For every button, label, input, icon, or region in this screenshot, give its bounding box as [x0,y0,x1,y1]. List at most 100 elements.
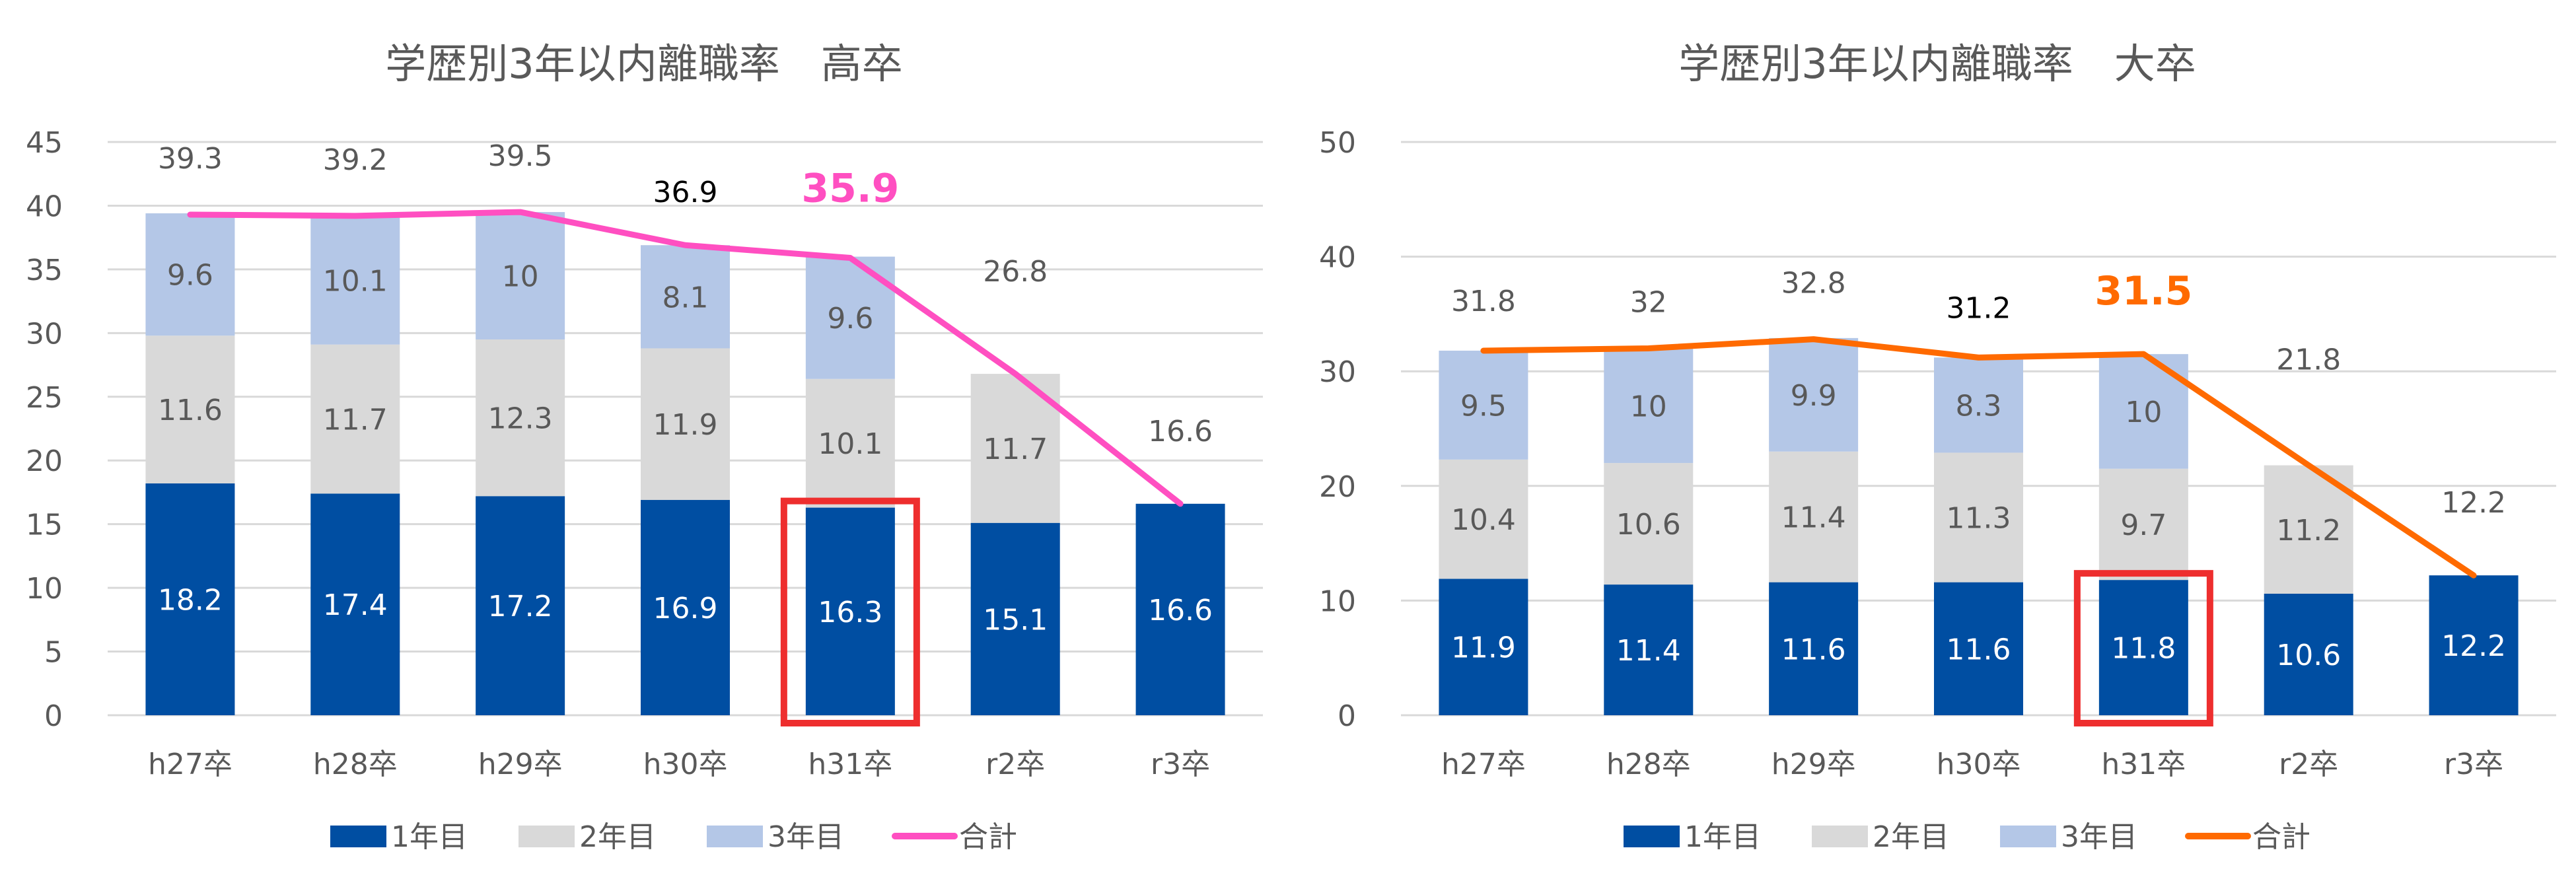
x-tick-label: h30卒 [643,748,728,781]
data-label: 17.2 [488,590,553,623]
bar-segment-1 [641,500,730,715]
data-label: 18.2 [158,583,223,617]
data-label: 11.6 [1781,633,1846,666]
data-label: 11.6 [1947,633,2011,666]
data-label: 8.1 [662,281,709,314]
y-tick-label: 35 [26,254,63,287]
legend-label: 合計 [959,820,1017,854]
data-label: 9.6 [167,259,213,293]
x-tick-label: h31卒 [808,748,892,781]
legend: 1年目 2年目 3年目 合計 [1624,820,2310,854]
bar-segment-2 [1604,463,1694,585]
data-label: 11.9 [653,408,718,442]
data-label: 11.9 [1451,631,1516,665]
y-tick-label: 15 [26,509,63,542]
x-tick-label: h30卒 [1937,748,2021,781]
data-label: 11.7 [983,433,1048,466]
bar-segment-3 [1934,357,2023,453]
bar-segment-2 [310,344,400,494]
legend-label: 2年目 [1873,820,1949,854]
legend-label: 合計 [2252,820,2310,854]
total-line [187,209,1184,507]
bar-segment-2 [145,335,235,483]
bar-segment-2 [1934,452,2023,582]
bar-segment-2 [1439,459,1528,579]
total-label: 31.8 [1451,285,1516,318]
legend-item: 3年目 [707,820,844,854]
legend-item: 3年目 [2000,820,2137,854]
x-tick-label: r2卒 [985,748,1045,781]
data-label: 11.3 [1947,502,2011,536]
y-tick-label: 30 [1319,355,1356,389]
bar-segment-3 [145,213,235,336]
bar-segment-2 [476,339,565,497]
data-label: 9.5 [1460,389,1507,423]
bar-segment-1 [805,507,895,715]
bar-segment-3 [1769,337,1859,452]
legend-item: 1年目 [1624,820,1761,854]
data-label: 8.3 [1956,389,2002,423]
bar-segment-1 [2429,575,2519,715]
legend-label: 1年目 [391,820,468,854]
bar-segment-1 [2264,593,2353,715]
y-tick-label: 45 [26,126,63,160]
data-label: 9.6 [827,302,873,335]
data-label: 10 [502,260,539,294]
bar-segment-1 [145,483,235,715]
data-label: 9.9 [1791,379,1837,413]
total-line [1480,336,2477,579]
data-label: 17.4 [323,588,388,622]
x-tick-label: h27卒 [148,748,233,781]
bar-segment-1 [970,522,1060,715]
bar-segment-1 [310,493,400,715]
chart-1: 学歴別3年以内離職率 大卒 0 10 20 30 40 50 h27卒 h28卒 h29卒 h30卒… [1319,40,2556,854]
total-label: 32.8 [1781,267,1846,300]
data-label: 10 [2125,396,2162,429]
data-label: 10.6 [1616,508,1681,542]
y-tick-label: 5 [44,636,63,670]
data-label: 15.1 [983,603,1048,637]
y-tick-label: 50 [1319,126,1356,160]
data-label: 10.1 [323,264,388,298]
legend-item: 合計 [2185,820,2310,854]
y-tick-label: 10 [26,572,63,606]
bar-segment-2 [2098,468,2188,581]
total-label: 12.2 [2441,486,2506,520]
bar-segment-1 [1135,503,1225,715]
data-label: 10.1 [818,427,882,461]
total-label: 39.2 [323,143,388,177]
bar-segment-3 [1604,348,1694,464]
highlight-box [2073,570,2213,726]
data-label: 11.8 [2111,632,2176,666]
total-label: 32 [1630,285,1667,319]
total-label: 36.9 [653,176,718,209]
bar-segment-1 [476,496,565,715]
bar-segment-1 [2098,580,2188,715]
x-tick-label: h28卒 [1606,748,1691,781]
data-label: 10.4 [1451,503,1516,537]
data-label: 10 [1630,390,1667,423]
x-tick-label: h27卒 [1441,748,1526,781]
bar-segment-2 [641,348,730,501]
x-tick-label: h31卒 [2101,748,2186,781]
total-label: 39.3 [158,142,223,176]
legend-swatch [519,826,575,847]
legend-swatch [1812,826,1868,847]
legend-swatch [707,826,763,847]
y-tick-label: 40 [26,190,63,223]
y-tick-label: 20 [26,444,63,478]
legend-label: 3年目 [2061,820,2137,854]
x-tick-label: r3卒 [2444,748,2503,781]
legend-item: 2年目 [519,820,656,854]
data-label: 9.7 [2120,509,2166,542]
data-label: 16.9 [653,592,718,625]
bar-segment-2 [805,378,895,508]
highlighted-total-label: 35.9 [801,166,899,212]
legend-item: 2年目 [1812,820,1949,854]
legend-swatch [2000,826,2056,847]
highlight-box [780,497,920,726]
data-label: 12.3 [488,402,553,436]
x-tick-label: r2卒 [2279,748,2338,781]
data-label: 11.7 [323,404,388,437]
